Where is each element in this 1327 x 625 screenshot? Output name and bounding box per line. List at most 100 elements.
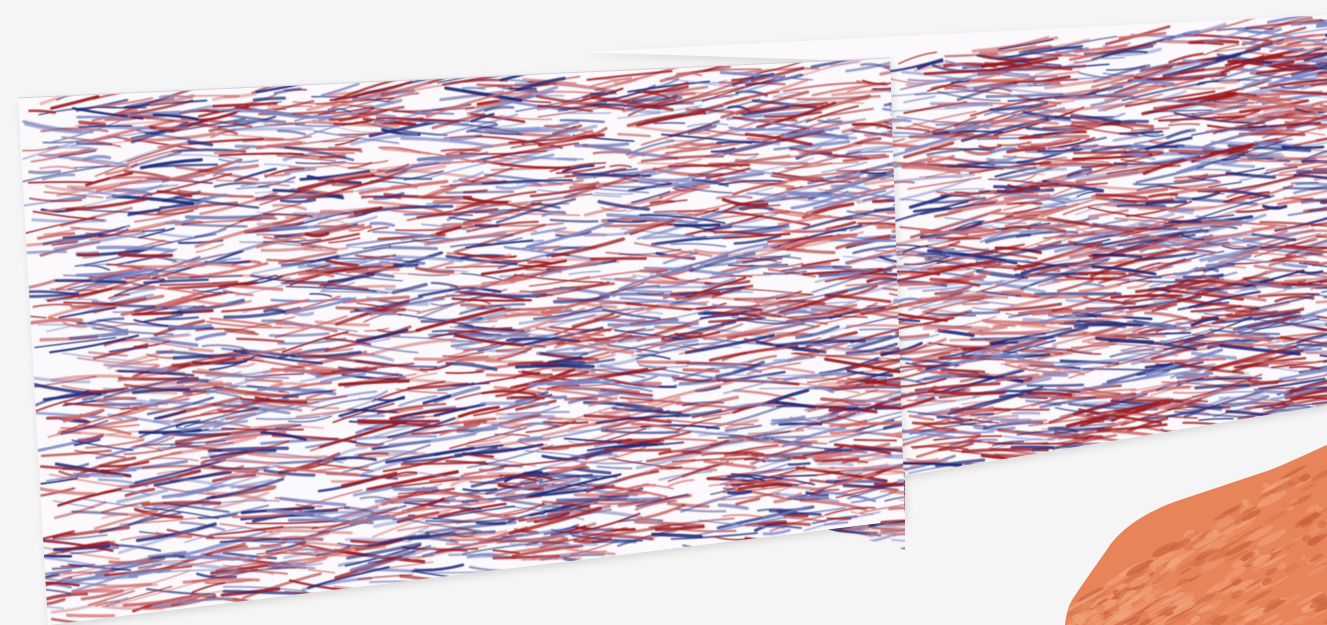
front-section-reflector [33, 376, 91, 384]
front-section-reflector [505, 337, 581, 343]
front-section-reflector [371, 174, 433, 180]
front-section-reflector [608, 457, 678, 469]
front-section-reflector [255, 544, 308, 561]
horizon-surface-relief [1308, 609, 1327, 620]
horizon-surface-relief [1080, 600, 1094, 609]
front-section-reflector [425, 517, 516, 523]
front-section-reflector [629, 219, 676, 236]
front-section-reflector [224, 329, 259, 336]
front-section-reflector [103, 376, 189, 399]
front-section-reflector [674, 223, 721, 228]
front-section-reflector [209, 317, 272, 328]
rear-seismic-section[interactable] [580, 5, 1327, 479]
front-section-reflector [419, 363, 453, 371]
front-section-reflector [295, 409, 354, 418]
front-section-reflector [299, 531, 330, 542]
rear-section-reflector [1042, 372, 1069, 377]
front-section-reflector [164, 555, 249, 571]
rear-section-reflector [1310, 73, 1327, 87]
front-section-reflector [318, 205, 406, 216]
rear-section-reflector [1120, 398, 1202, 427]
horizon-surface-relief [1191, 593, 1217, 607]
horizon-surface-relief [1285, 563, 1300, 573]
rear-section-reflector [1276, 42, 1327, 50]
front-section-reflector [267, 561, 306, 568]
front-section-reflector [168, 154, 240, 160]
horizon-surface-relief [1194, 560, 1205, 567]
front-seismic-section[interactable] [17, 44, 987, 625]
horizon-surface-relief [1148, 551, 1176, 566]
front-section-reflector [282, 389, 333, 399]
rear-section-reflector [1082, 230, 1132, 239]
front-section-reflector [445, 540, 501, 546]
front-section-reflector [233, 349, 323, 365]
horizon-surface[interactable] [1060, 445, 1327, 625]
rear-section-reflector [1251, 138, 1293, 148]
crossline-section-reflector [870, 526, 905, 536]
rear-section-reflector [917, 252, 947, 257]
front-section-reflector [477, 158, 514, 164]
horizon-surface-relief [1117, 608, 1140, 622]
front-section-reflector [547, 380, 614, 386]
rear-section-reflector [1226, 123, 1315, 131]
rear-section-reflector [894, 322, 983, 332]
rear-section-reflector [1203, 333, 1272, 343]
rear-section-reflector [1074, 88, 1139, 101]
rear-section-reflector [1094, 336, 1155, 344]
rear-section-reflector [1141, 385, 1191, 395]
front-section-reflector [460, 303, 486, 309]
horizon-surface-relief [1231, 578, 1243, 587]
rear-section-reflector [1203, 263, 1236, 273]
front-section-reflector [627, 80, 711, 93]
rear-section-reflector [1263, 166, 1298, 175]
front-section-reflector [503, 305, 565, 311]
rear-section-reflector [1284, 380, 1327, 397]
front-section-reflector [249, 120, 281, 124]
rear-section-reflector [1315, 315, 1327, 331]
front-section-reflector [711, 284, 754, 299]
front-section-reflector [136, 129, 192, 141]
rear-section-reflector [1163, 99, 1209, 104]
front-section-reflector [744, 521, 811, 527]
rear-section-reflector [1152, 282, 1217, 304]
front-section-reflector [57, 150, 84, 155]
front-section-reflector [481, 276, 530, 285]
front-section-reflector [754, 192, 841, 204]
horizon-surface-relief [1144, 599, 1160, 609]
rear-section-reflector [1047, 137, 1091, 145]
front-section-reflector [400, 136, 494, 148]
rear-section-reflector [1189, 80, 1269, 101]
front-section-reflector [888, 383, 905, 400]
front-section-reflector [899, 499, 905, 515]
rear-section-reflector [1096, 423, 1168, 432]
rear-section-reflector [1190, 305, 1242, 313]
front-section-reflector [752, 455, 783, 465]
front-section-reflector [87, 589, 135, 606]
rear-section-reflector [1158, 228, 1204, 238]
rear-section-reflector [1270, 259, 1320, 264]
front-section-reflector [758, 118, 798, 122]
rear-section-reflector [1286, 104, 1327, 130]
rear-section-reflector [1218, 393, 1266, 400]
front-section-reflector [526, 425, 612, 442]
front-section-reflector [331, 182, 362, 187]
rear-section-reflector [1106, 362, 1174, 384]
front-section-reflector [74, 449, 126, 459]
horizon-surface-relief [1144, 593, 1155, 602]
horizon-surface-relief [1246, 525, 1274, 542]
front-section-reflector [701, 411, 735, 418]
front-section-reflector [704, 225, 733, 231]
front-section-reflector [462, 201, 542, 225]
front-section-reflector [812, 442, 891, 461]
front-section-reflector [188, 347, 214, 353]
rear-section-reflector [1143, 242, 1218, 254]
front-section-reflector [610, 378, 644, 386]
rear-section-reflector [920, 201, 996, 215]
front-section-reflector [518, 436, 543, 442]
front-section-reflector [535, 358, 616, 368]
front-section-reflector [83, 154, 112, 161]
rear-section-reflector [1015, 294, 1089, 299]
rear-section-reflector [1019, 348, 1064, 356]
front-section-reflector [88, 556, 152, 576]
